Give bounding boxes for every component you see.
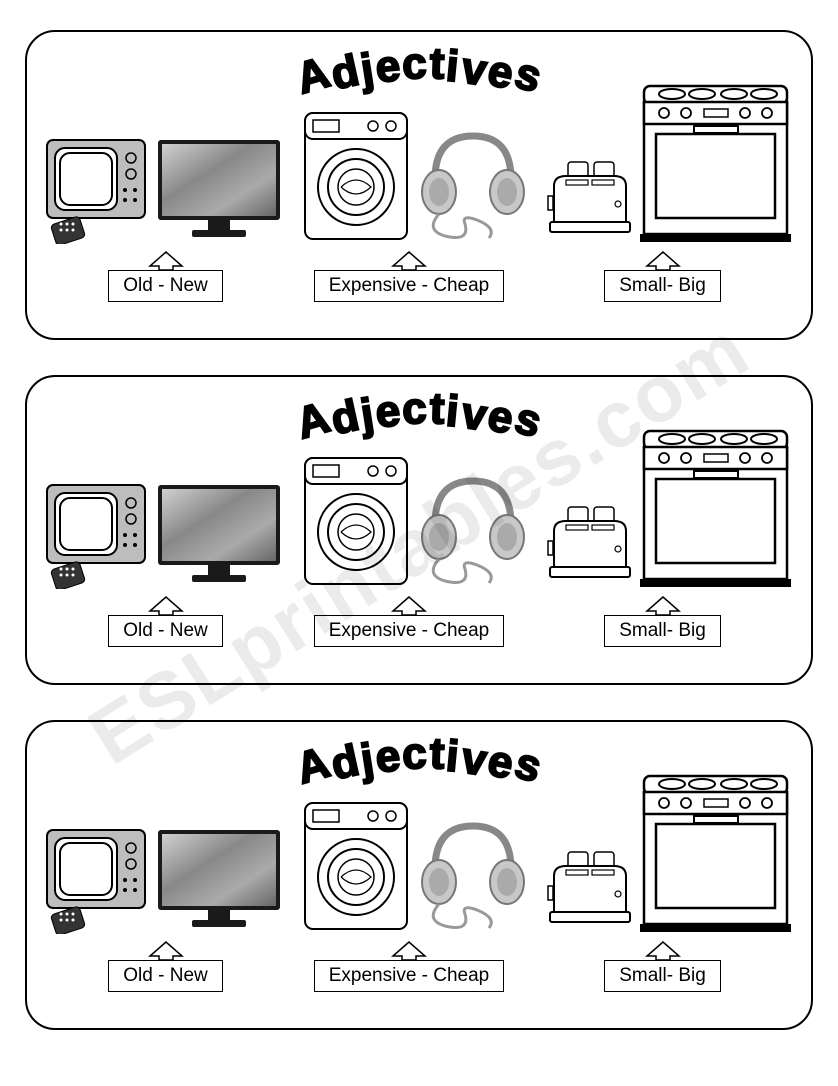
appliance-pair	[546, 764, 793, 934]
adjective-card: Adjectives	[25, 30, 813, 340]
flat-tv-icon	[154, 479, 284, 589]
arrow-up-icon	[136, 595, 196, 615]
adjective-label: Expensive - Cheap	[314, 270, 505, 302]
washing-machine-icon	[301, 799, 411, 934]
appliance-pair	[546, 419, 793, 589]
arrow-up-icon	[379, 595, 439, 615]
adjective-label: Old - New	[108, 960, 222, 992]
adjective-label: Old - New	[108, 615, 222, 647]
toaster-icon	[546, 154, 634, 244]
adjective-card: Adjectives	[25, 375, 813, 685]
flat-tv-icon	[154, 824, 284, 934]
adjective-label: Expensive - Cheap	[314, 615, 505, 647]
appliance-pair	[301, 454, 530, 589]
label-row: Old - New Expensive - Cheap Small- Big	[45, 250, 793, 302]
label-group: Old - New	[53, 595, 278, 647]
washing-machine-icon	[301, 109, 411, 244]
label-group: Small- Big	[540, 940, 785, 992]
label-row: Old - New Expensive - Cheap Small- Big	[45, 940, 793, 992]
stove-icon	[638, 419, 793, 589]
label-group: Old - New	[53, 250, 278, 302]
toaster-icon	[546, 499, 634, 589]
appliance-row	[45, 94, 793, 244]
appliance-pair	[45, 824, 284, 934]
appliance-pair	[45, 134, 284, 244]
headphones-icon	[415, 124, 530, 244]
old-tv-icon	[45, 134, 150, 244]
headphones-icon	[415, 469, 530, 589]
page: Adjectives	[0, 0, 838, 1060]
arrow-up-icon	[379, 250, 439, 270]
old-tv-icon	[45, 824, 150, 934]
adjective-label: Small- Big	[604, 270, 721, 302]
label-row: Old - New Expensive - Cheap Small- Big	[45, 595, 793, 647]
appliance-row	[45, 784, 793, 934]
label-group: Expensive - Cheap	[292, 250, 527, 302]
toaster-icon	[546, 844, 634, 934]
stove-icon	[638, 74, 793, 244]
appliance-pair	[546, 74, 793, 244]
adjective-label: Small- Big	[604, 615, 721, 647]
appliance-pair	[301, 109, 530, 244]
washing-machine-icon	[301, 454, 411, 589]
appliance-row	[45, 439, 793, 589]
arrow-up-icon	[136, 940, 196, 960]
label-group: Small- Big	[540, 595, 785, 647]
arrow-up-icon	[633, 940, 693, 960]
appliance-pair	[301, 799, 530, 934]
label-group: Small- Big	[540, 250, 785, 302]
adjective-label: Small- Big	[604, 960, 721, 992]
arrow-up-icon	[633, 595, 693, 615]
appliance-pair	[45, 479, 284, 589]
adjective-label: Old - New	[108, 270, 222, 302]
label-group: Old - New	[53, 940, 278, 992]
flat-tv-icon	[154, 134, 284, 244]
arrow-up-icon	[136, 250, 196, 270]
label-group: Expensive - Cheap	[292, 940, 527, 992]
adjective-card: Adjectives	[25, 720, 813, 1030]
headphones-icon	[415, 814, 530, 934]
adjective-label: Expensive - Cheap	[314, 960, 505, 992]
stove-icon	[638, 764, 793, 934]
old-tv-icon	[45, 479, 150, 589]
arrow-up-icon	[379, 940, 439, 960]
arrow-up-icon	[633, 250, 693, 270]
label-group: Expensive - Cheap	[292, 595, 527, 647]
